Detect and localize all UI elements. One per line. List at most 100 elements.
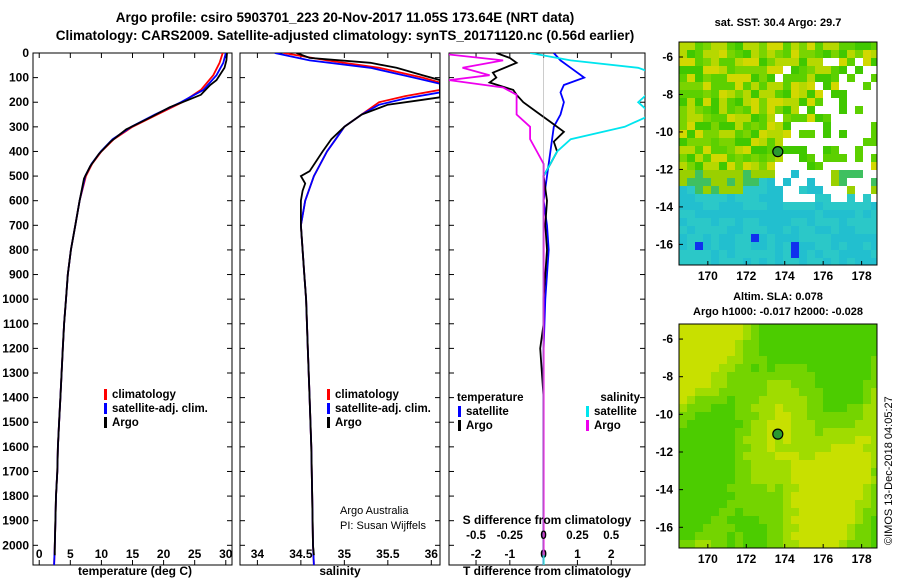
y-tick-label: 800: [9, 243, 29, 257]
y-tick-label: 1000: [2, 292, 29, 306]
y-tick-label: -6: [662, 50, 673, 64]
legend-swatch: [458, 406, 461, 417]
x-tick-label: 34: [251, 547, 265, 561]
y-tick-label: 2000: [2, 538, 29, 552]
x-axis-label: temperature (deg C): [78, 564, 192, 578]
y-tick-label: -10: [656, 407, 674, 421]
legend-swatch: [104, 417, 107, 428]
x-tick-label: 25: [188, 547, 202, 561]
x-tick-label: 170: [698, 552, 718, 566]
legend-swatch: [327, 403, 330, 414]
series-line-argo: [296, 53, 440, 556]
y-tick-label: 300: [9, 120, 29, 134]
legend-swatch: [586, 406, 589, 417]
y-tick-label: -8: [662, 370, 673, 384]
y-tick-label: 400: [9, 144, 29, 158]
y-tick-label: 1400: [2, 391, 29, 405]
y-tick-label: 600: [9, 194, 29, 208]
x-axis-label: T difference from climatology: [463, 564, 631, 578]
x-tick-label: 5: [67, 547, 74, 561]
salinity-panel: 34 34.5 35 35.5 36 salinity climatology satelli…: [239, 52, 441, 578]
y-tick-label: 1700: [2, 464, 29, 478]
x-tick-label: 15: [126, 547, 140, 561]
legend-title: temperature: [457, 392, 523, 404]
legend-label: Argo: [466, 420, 493, 432]
x-tick-label: 174: [775, 552, 795, 566]
x2-tick-label: 0.25: [566, 530, 589, 542]
argo-location-marker: [772, 146, 784, 158]
y-tick-label: -12: [656, 445, 674, 459]
map-frame: [678, 323, 878, 549]
y-tick-label: -16: [656, 237, 674, 251]
legend-swatch: [327, 417, 330, 428]
credit-line-2: PI: Susan Wijffels: [340, 520, 426, 532]
x-axis-label: salinity: [319, 564, 361, 578]
legend-label: satellite-adj. clim.: [112, 403, 208, 415]
map-frame: [678, 41, 878, 266]
x2-tick-label: -0.25: [497, 530, 524, 542]
legend-label: satellite: [594, 406, 637, 418]
legend-title: salinity: [600, 392, 640, 404]
x2-axis-label: S difference from climatology: [463, 513, 632, 527]
sst-map-cells: [679, 42, 877, 265]
title-line-2: Climatology: CARS2009. Satellite-adjuste…: [56, 28, 634, 43]
sla-map-cells: [679, 324, 877, 548]
difference-panel: -2 -1 0 1 2 T difference from climatology S di…: [448, 52, 646, 578]
x-tick-label: 30: [219, 547, 233, 561]
title-line-1: Argo profile: csiro 5903701_223 20-Nov-2…: [116, 10, 574, 25]
sla-map-title-line-2: Argo h1000: -0.017 h2000: -0.028: [693, 306, 863, 318]
y-tick-label: -12: [656, 162, 674, 176]
x-tick-label: 178: [852, 269, 872, 283]
legend-label: climatology: [335, 389, 400, 401]
x-tick-label: 34.5: [289, 547, 313, 561]
x-tick-label: 36: [425, 547, 439, 561]
y-tick-label: -8: [662, 87, 673, 101]
legend-swatch: [458, 420, 461, 431]
y-tick-label: 500: [9, 169, 29, 183]
y-tick-label: -16: [656, 520, 674, 534]
x-tick-label: 172: [736, 269, 756, 283]
legend-label: satellite: [466, 406, 509, 418]
sla-map-title-line-1: Altim. SLA: 0.078: [733, 291, 823, 303]
credit-line-1: Argo Australia: [340, 505, 409, 517]
y-tick-label: 0: [22, 46, 29, 60]
sla-map-panel: 170 172 174 176 178 -6 -8 -10 -12 -14 -16: [656, 323, 878, 566]
x-tick-label: -2: [471, 547, 482, 561]
y-tick-label: 1200: [2, 341, 29, 355]
temperature-panel: 0100200300400500600700800900100011001200…: [2, 46, 232, 578]
y-tick-label: 1300: [2, 366, 29, 380]
x-tick-label: 35.5: [376, 547, 400, 561]
x2-tick-label: -0.5: [466, 530, 486, 542]
x-tick-label: 170: [698, 269, 718, 283]
series-line-argo: [53, 53, 228, 556]
y-tick-label: 100: [9, 71, 29, 85]
legend-swatch: [104, 403, 107, 414]
x-tick-label: 2: [608, 547, 615, 561]
legend-swatch: [586, 420, 589, 431]
y-tick-label: -14: [656, 483, 674, 497]
x-tick-label: 172: [736, 552, 756, 566]
y-tick-label: 200: [9, 95, 29, 109]
plot-area: [239, 52, 441, 566]
sst-map-title: sat. SST: 30.4 Argo: 29.7: [715, 17, 842, 29]
x-tick-label: 174: [775, 269, 795, 283]
y-tick-label: 700: [9, 218, 29, 232]
x-tick-label: 10: [95, 547, 109, 561]
x-tick-label: 20: [157, 547, 171, 561]
argo-location-marker: [772, 428, 784, 440]
x-tick-label: 0: [36, 547, 43, 561]
x-tick-label: 1: [574, 547, 581, 561]
x-tick-label: 176: [813, 269, 833, 283]
x-tick-label: 178: [852, 552, 872, 566]
legend-swatch: [104, 389, 107, 400]
y-tick-label: 1800: [2, 489, 29, 503]
y-tick-label: 1100: [3, 317, 29, 331]
x-tick-label: 35: [338, 547, 352, 561]
y-tick-label: -6: [662, 332, 673, 346]
y-tick-label: 1900: [2, 514, 29, 528]
x-tick-label: 176: [813, 552, 833, 566]
y-tick-label: 1500: [2, 415, 29, 429]
legend-label: Argo: [335, 417, 362, 429]
legend-swatch: [327, 389, 330, 400]
